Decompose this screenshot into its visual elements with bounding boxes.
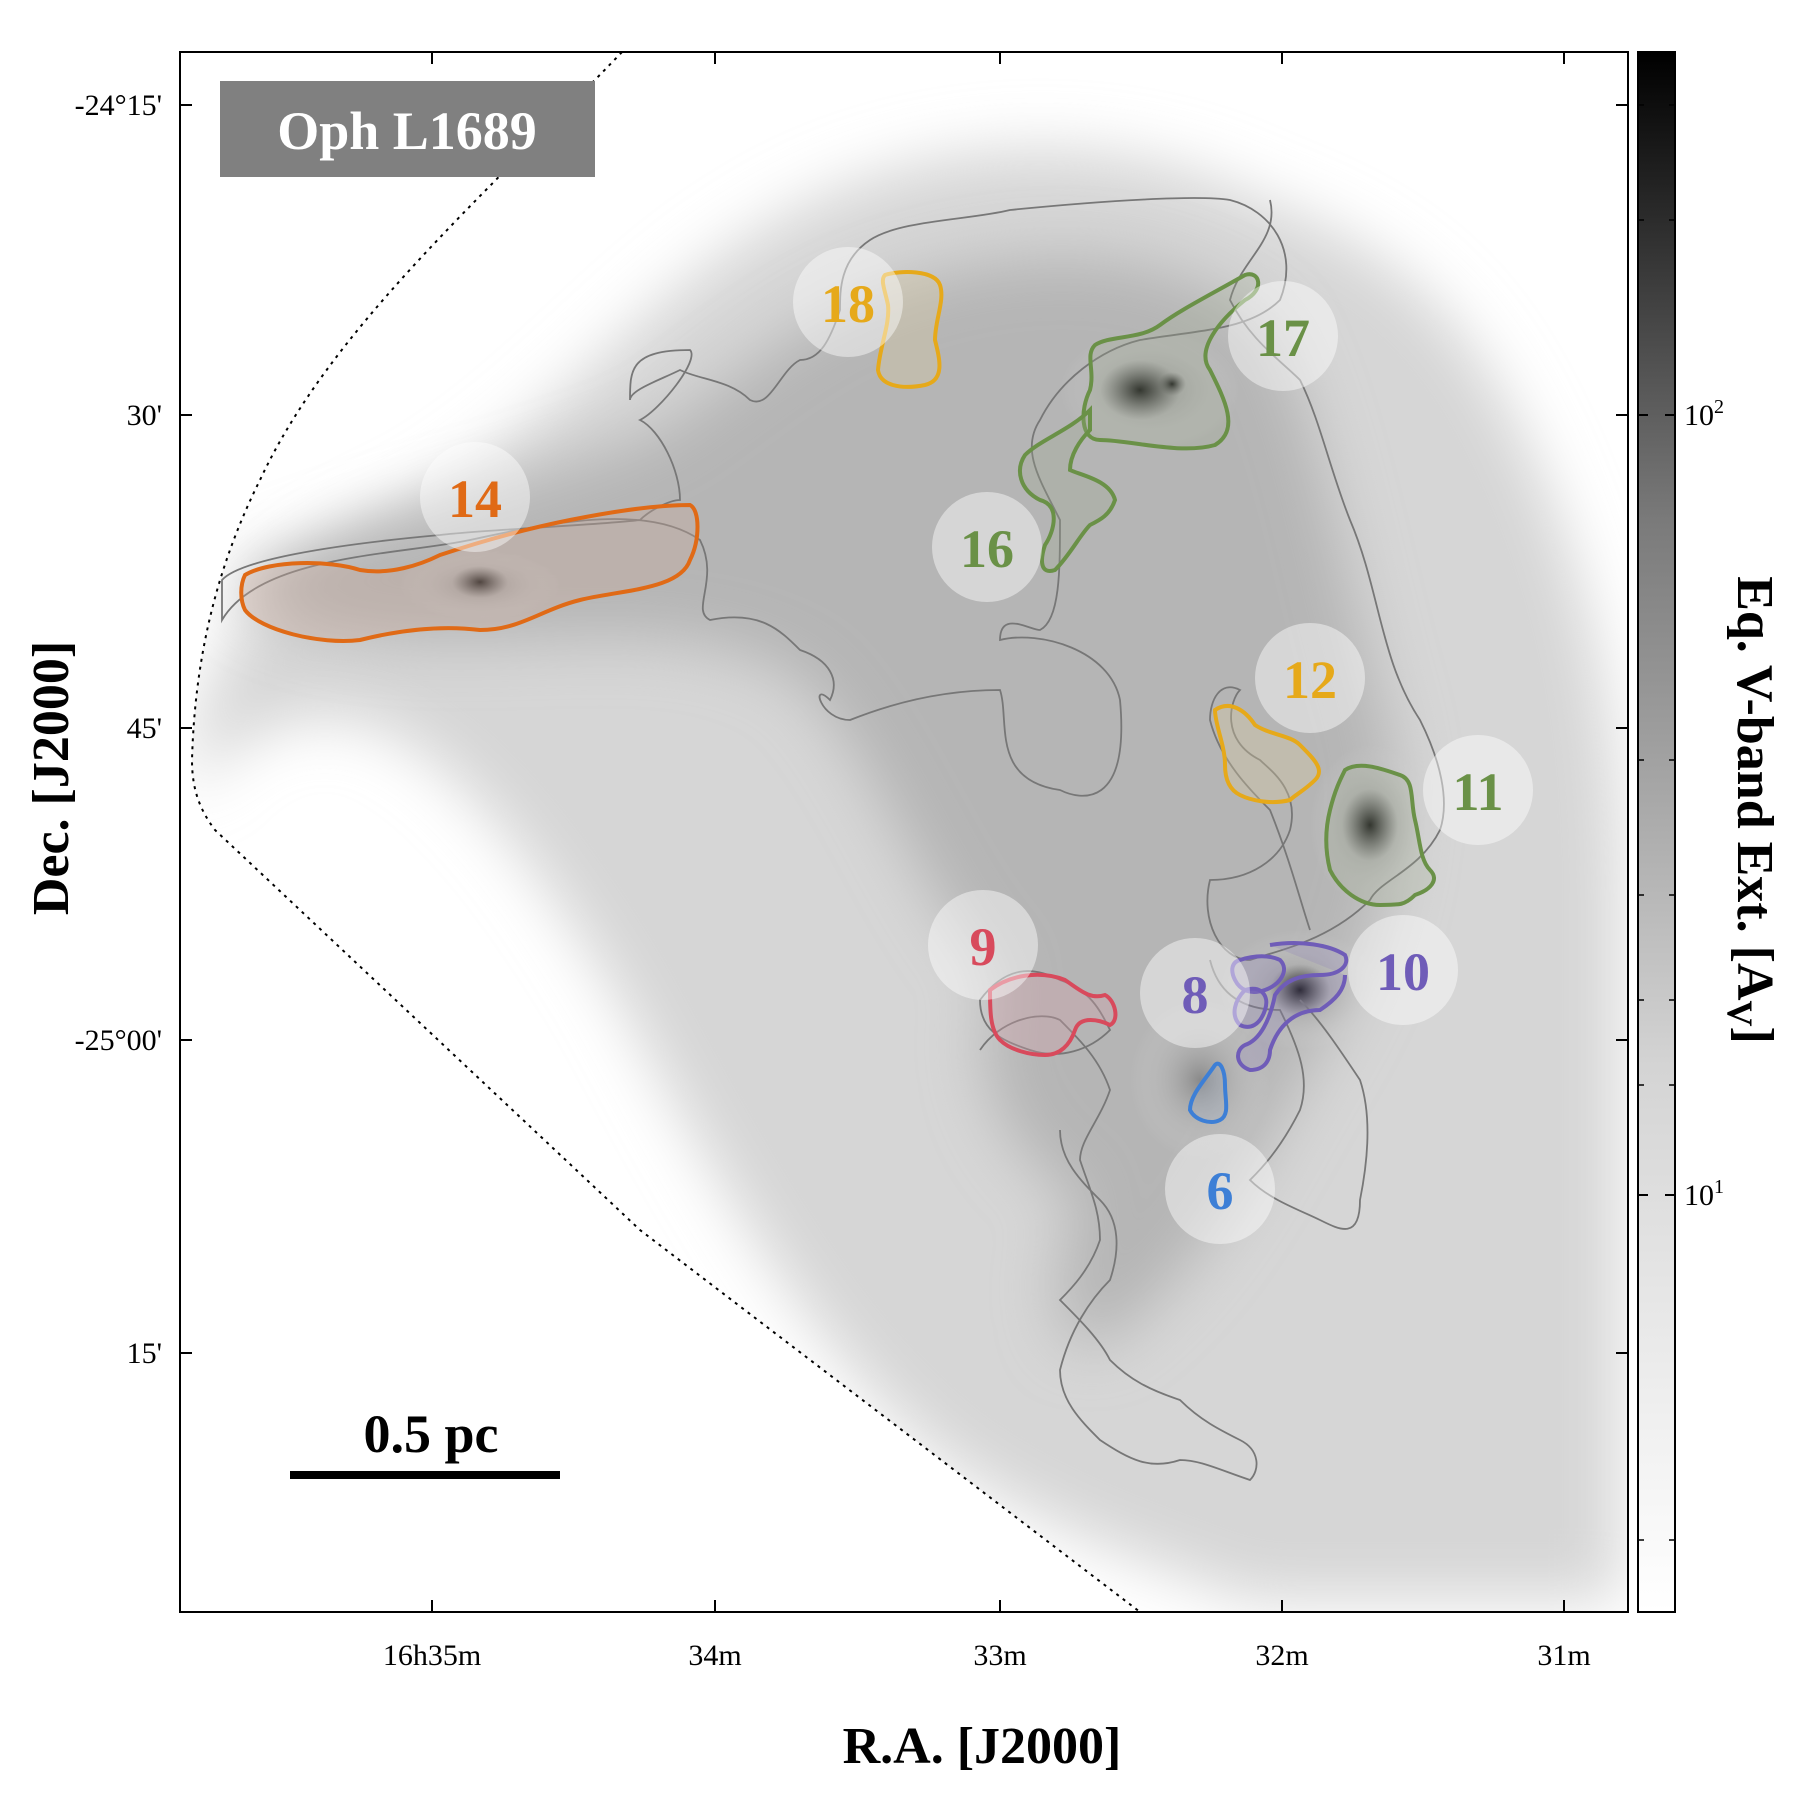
x-axis-title: R.A. [J2000] <box>843 1718 1122 1775</box>
colorbar-tick-10: 101 <box>1638 1176 1724 1212</box>
plot-frame <box>179 51 1629 1613</box>
map-title: Oph L1689 <box>277 101 537 161</box>
y-tick-2: 30' <box>127 399 1628 432</box>
region-label-17: 17 <box>1228 281 1338 391</box>
region-6-outline <box>1187 1061 1229 1124</box>
y-axis-title: Dec. [J2000] <box>23 641 80 915</box>
region-label-6: 6 <box>1165 1134 1275 1244</box>
region-18-outline <box>875 270 944 389</box>
y-tick-1: -24°15' <box>75 89 1628 122</box>
svg-text:10: 10 <box>1376 942 1430 1002</box>
region-label-18: 18 <box>793 247 903 357</box>
region-10-outline <box>1230 941 1349 1073</box>
coverage-edge-line <box>190 52 1141 1612</box>
scale-bar: 0.5 pc <box>290 1404 560 1479</box>
svg-text:33m: 33m <box>973 1639 1026 1672</box>
map-title-box: Oph L1689 <box>220 81 595 177</box>
svg-text:14: 14 <box>448 469 502 529</box>
region-label-9: 9 <box>928 890 1038 1000</box>
svg-text:17: 17 <box>1256 308 1310 368</box>
region-9-outline <box>987 972 1118 1058</box>
x-axis: 16h35m 34m 33m 32m 31m R.A. [J2000] <box>383 52 1591 1775</box>
x-tick-1: 16h35m <box>383 52 481 1672</box>
cloud-contour <box>221 197 1445 1482</box>
svg-text:16: 16 <box>960 519 1014 579</box>
extinction-map: 14 18 17 16 12 11 9 10 <box>180 52 1628 1612</box>
region-14-outline <box>239 502 700 643</box>
colorbar-tick-100: 102 <box>1638 396 1724 432</box>
svg-text:34m: 34m <box>688 1639 741 1672</box>
svg-text:30': 30' <box>127 399 162 432</box>
region-label-16: 16 <box>932 492 1042 602</box>
region-8-outline <box>1232 986 1269 1029</box>
svg-text:32m: 32m <box>1255 1639 1308 1672</box>
x-tick-3: 33m <box>973 52 1027 1672</box>
svg-text:6: 6 <box>1207 1161 1234 1221</box>
x-tick-2: 34m <box>688 52 742 1672</box>
svg-text:15': 15' <box>127 1337 162 1370</box>
region-label-10: 10 <box>1348 915 1458 1025</box>
svg-text:12: 12 <box>1283 650 1337 710</box>
y-tick-4: -25°00' <box>75 1024 1628 1057</box>
svg-text:16h35m: 16h35m <box>383 1639 481 1672</box>
svg-text:11: 11 <box>1452 762 1503 822</box>
svg-text:-24°15': -24°15' <box>75 89 162 122</box>
svg-text:-25°00': -25°00' <box>75 1024 162 1057</box>
scale-bar-label: 0.5 pc <box>364 1404 499 1464</box>
y-tick-5: 15' <box>127 1337 1628 1370</box>
svg-text:45': 45' <box>127 712 162 745</box>
region-12-outline <box>1212 704 1321 805</box>
svg-text:8: 8 <box>1182 965 1209 1025</box>
region-11-outline <box>1324 763 1436 908</box>
region-label-12: 12 <box>1255 623 1365 733</box>
region-17-outline <box>1081 272 1261 451</box>
colorbar-title: Eq. V-band Ext. [AV] <box>1720 576 1783 1044</box>
svg-text:101: 101 <box>1684 1176 1724 1212</box>
y-tick-3: 45' <box>127 712 1628 745</box>
x-tick-5: 31m <box>1537 52 1591 1672</box>
region-label-11: 11 <box>1423 735 1533 845</box>
colorbar-minor-ticks <box>1638 104 1675 1541</box>
x-tick-4: 32m <box>1255 52 1309 1672</box>
svg-text:18: 18 <box>821 274 875 334</box>
region-label-14: 14 <box>420 442 530 552</box>
svg-text:31m: 31m <box>1537 1639 1590 1672</box>
y-axis: -24°15' 30' 45' -25°00' 15' Dec. [J2000] <box>23 89 1628 1370</box>
region-16-outline <box>1018 405 1118 573</box>
coverage-edge-mask <box>180 52 1140 1612</box>
region-label-8: 8 <box>1140 938 1250 1048</box>
colorbar: 102 101 Eq. V-band Ext. [AV] <box>1637 51 1783 1613</box>
svg-text:9: 9 <box>970 917 997 977</box>
svg-text:102: 102 <box>1684 396 1724 432</box>
